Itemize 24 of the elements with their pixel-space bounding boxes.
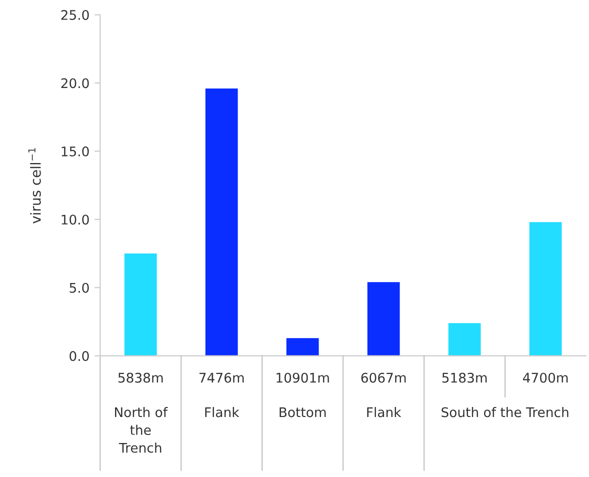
bar (205, 88, 238, 356)
text: North of the Trench (115, 407, 168, 453)
text: Flank (367, 407, 402, 418)
text: South of the Trench (442, 407, 568, 418)
y-tick-label: 15.0 (62, 146, 89, 156)
bar (448, 323, 481, 356)
x-tick-label: 6067m (361, 372, 406, 383)
x-tick-label: 7476m (199, 372, 244, 383)
text: Bottom (280, 407, 326, 418)
text: Flank (205, 407, 240, 418)
x-tick-label: 5183m (442, 372, 487, 383)
y-tick-label: 20.0 (61, 78, 89, 88)
y-tick-label: 5.0 (70, 282, 89, 293)
x-tick-label: 5838m (118, 372, 163, 383)
bar (367, 282, 400, 356)
y-tick-label: 10.0 (62, 214, 89, 225)
bar (286, 338, 319, 356)
x-tick-label: 4700m (522, 372, 568, 383)
y-tick-label: 0.0 (70, 351, 89, 362)
x-tick-label: 10901m (276, 372, 329, 383)
y-tick-label: 25.0 (61, 10, 89, 20)
bar (529, 222, 562, 356)
bar (124, 254, 157, 356)
y-axis-title: virus cell$^{−1}$ (28, 148, 41, 224)
